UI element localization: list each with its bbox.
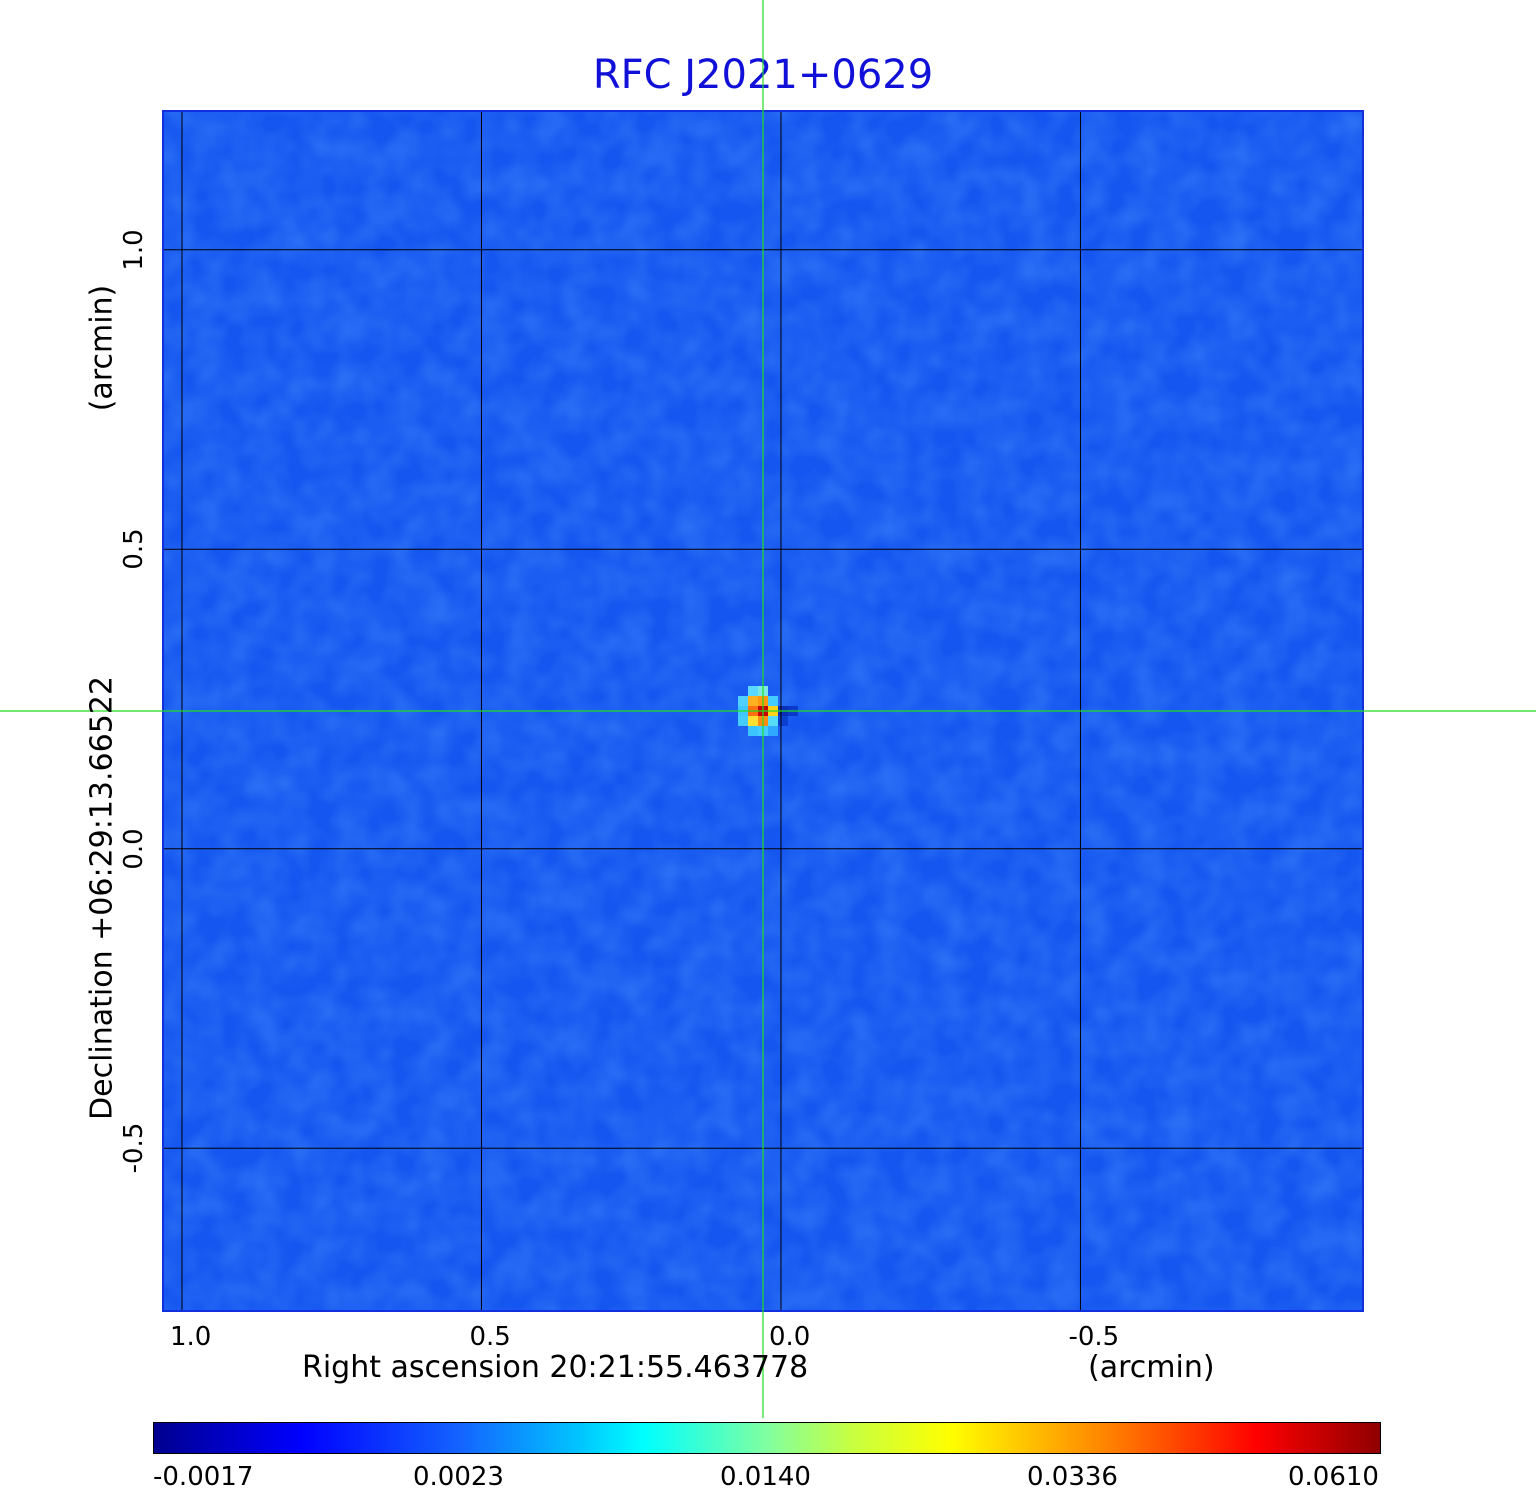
x-tick-label: 1.0	[169, 1322, 212, 1352]
y-tick-label: 1.0	[119, 229, 149, 271]
x-tick-label: 0.5	[469, 1322, 511, 1352]
y-tick-label: 0.5	[119, 528, 149, 570]
background-noise-texture	[164, 112, 1362, 1310]
x-axis-unit: (arcmin)	[1088, 1350, 1215, 1385]
y-tick-label: -0.5	[119, 1122, 149, 1174]
colorbar	[153, 1422, 1381, 1454]
colorbar-tick-label: 0.0610	[1288, 1462, 1379, 1492]
x-tick-label: 0.0	[768, 1322, 811, 1352]
x-tick-label: -0.5	[1068, 1322, 1120, 1352]
image-plot-area	[162, 110, 1364, 1312]
y-axis-label: Declination +06:29:13.66522	[84, 676, 120, 1120]
chart-title: RFC J2021+0629	[592, 52, 934, 98]
colorbar-tick-label: -0.0017	[153, 1462, 254, 1492]
y-axis-unit: (arcmin)	[84, 284, 120, 412]
colorbar-tick-label: 0.0140	[720, 1462, 811, 1492]
y-tick-label: 0.0	[119, 828, 149, 870]
colorbar-tick-label: 0.0023	[413, 1462, 504, 1492]
colorbar-tick-label: 0.0336	[1027, 1462, 1118, 1492]
x-axis-label: Right ascension 20:21:55.463778	[302, 1350, 809, 1385]
